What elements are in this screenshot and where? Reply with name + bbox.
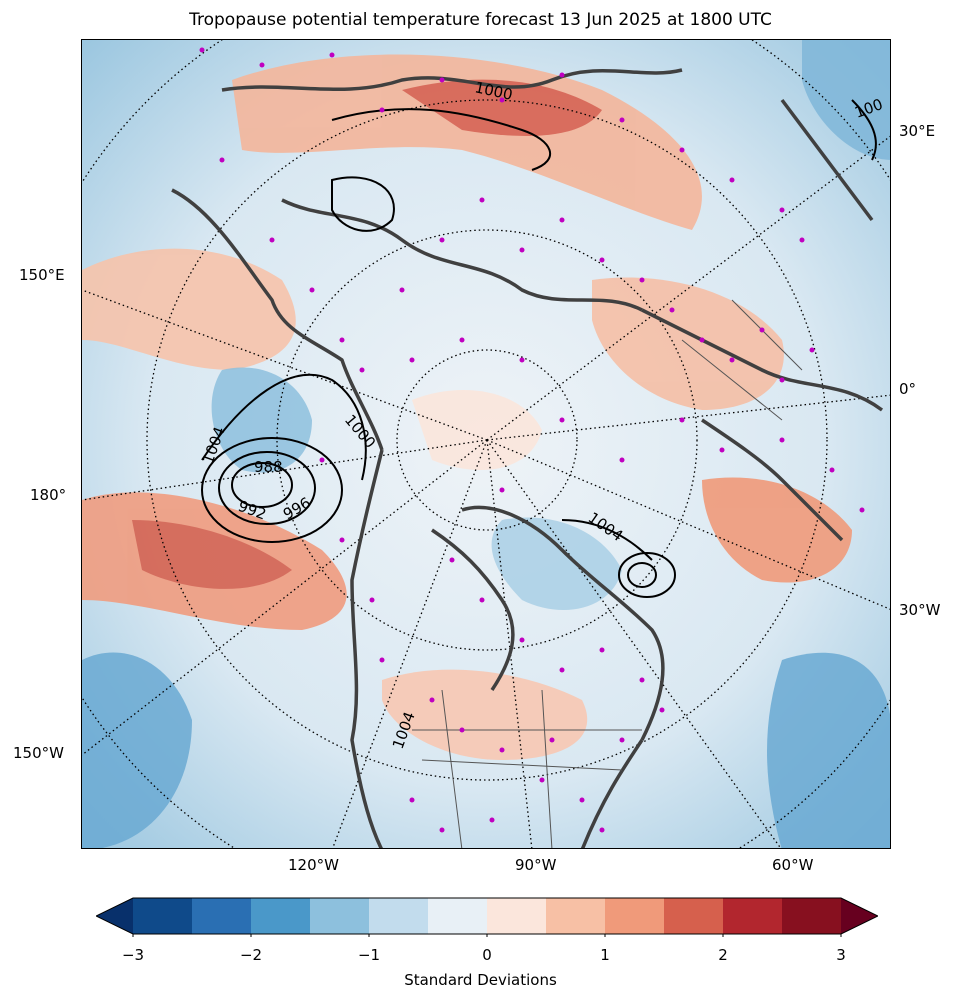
positive-anomaly-regions [82, 54, 852, 760]
anomaly-negative-northeast [802, 40, 890, 160]
colorbar-label: Standard Deviations [404, 971, 557, 989]
colorbar [96, 897, 878, 937]
colorbar-tick-marks [132, 934, 842, 937]
map-panel[interactable]: 1000 1004 988 996 992 1000 1004 1004 100 [81, 39, 891, 849]
colorbar-cell [605, 898, 665, 934]
anomaly-negative-aleutian [211, 367, 312, 473]
colorbar-tick-label: 2 [718, 946, 728, 964]
anomaly-negative-southwest [82, 652, 192, 848]
colorbar-tick-label: −1 [357, 946, 381, 964]
chart-title: Tropopause potential temperature forecas… [189, 10, 772, 30]
lon-label-bottom: 120°W [288, 856, 339, 874]
country-borders [412, 299, 803, 848]
isobar-label: 988 [254, 458, 283, 476]
colorbar-cell [782, 898, 842, 934]
colorbar-tick-label: 0 [482, 946, 492, 964]
anomaly-atlantic [702, 477, 852, 583]
colorbar-cell [664, 898, 724, 934]
lon-label-right: 0° [899, 380, 917, 398]
colorbar-cell [369, 898, 429, 934]
anomaly-central-pacific-core [132, 520, 292, 589]
anomaly-north-america [382, 669, 588, 760]
coastlines [171, 68, 884, 848]
colorbar-extend-high [841, 898, 878, 934]
anomaly-negative-southeast [767, 652, 890, 848]
colorbar-tick-label: −2 [239, 946, 263, 964]
colorbar-cell [133, 898, 193, 934]
colorbar-tick-label: 3 [836, 946, 846, 964]
colorbar-cell [251, 898, 311, 934]
lon-label-right: 30°E [899, 122, 936, 140]
colorbar-cell [428, 898, 488, 934]
station-markers [199, 47, 865, 833]
colorbar-cell [546, 898, 606, 934]
lon-label-right: 30°W [899, 601, 941, 619]
anomaly-west-pacific [82, 248, 296, 370]
lon-label-bottom: 90°W [515, 856, 557, 874]
anomaly-north-asia-core [402, 79, 602, 136]
lon-label-bottom: 60°W [772, 856, 814, 874]
negative-anomaly-regions [82, 40, 890, 848]
colorbar-extend-low [96, 898, 133, 934]
colorbar-cells [96, 897, 878, 935]
lon-label-left: 150°W [13, 744, 64, 762]
colorbar-cell [310, 898, 370, 934]
map-svg: 1000 1004 988 996 992 1000 1004 1004 100 [82, 40, 890, 848]
colorbar-tick-label: 1 [600, 946, 610, 964]
anomaly-arctic [412, 390, 542, 470]
colorbar-cell [192, 898, 252, 934]
colorbar-cell [487, 898, 547, 934]
colorbar-cell [723, 898, 783, 934]
colorbar-tick-label: −3 [121, 946, 145, 964]
lon-label-left: 150°E [19, 266, 65, 284]
anomaly-north-asia [232, 54, 702, 231]
lon-label-left: 180° [30, 486, 67, 504]
anomaly-negative-hudson [491, 517, 622, 610]
